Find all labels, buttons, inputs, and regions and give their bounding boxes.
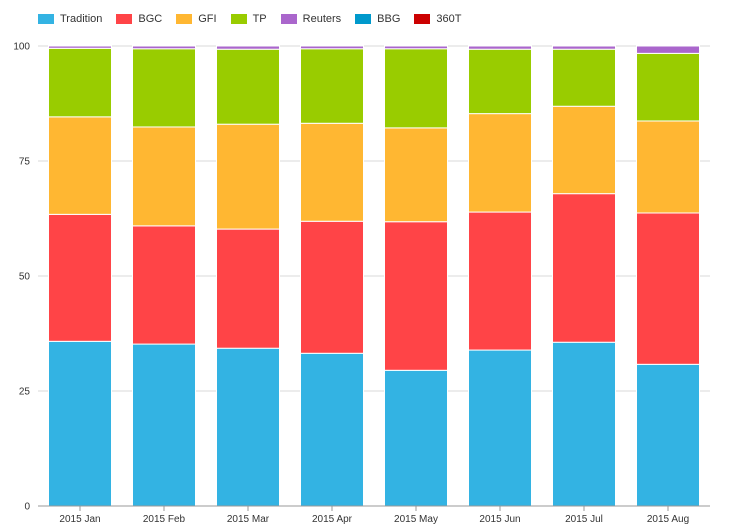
bar-gfi-2015-jun[interactable]	[468, 113, 532, 213]
bar-bgc-2015-jan[interactable]	[48, 213, 112, 342]
chart-legend: Tradition BGC GFI TP Reuters BBG 360T	[38, 12, 475, 26]
y-tick-label: 0	[24, 502, 30, 513]
bar-tradition-2015-mar[interactable]	[216, 347, 280, 507]
bar-gfi-2015-jul[interactable]	[552, 105, 616, 195]
x-tick-label: 2015 Feb	[143, 514, 186, 525]
legend-swatch-360t	[414, 14, 431, 24]
bar-tradition-2015-may[interactable]	[384, 369, 448, 507]
bar-gfi-2015-jan[interactable]	[48, 116, 112, 215]
legend-item-tp[interactable]: TP	[230, 13, 267, 25]
bar-tp-2015-jul[interactable]	[552, 48, 616, 107]
x-tick-label: 2015 Jan	[59, 514, 100, 525]
bar-bgc-2015-apr[interactable]	[300, 220, 364, 354]
bar-reuters-2015-mar[interactable]	[216, 45, 280, 50]
legend-swatch-tp	[230, 14, 247, 24]
x-tick-label: 2015 Jul	[565, 514, 603, 525]
bar-reuters-2015-feb[interactable]	[132, 45, 196, 50]
bar-tp-2015-aug[interactable]	[636, 52, 700, 122]
legend-label: Tradition	[60, 13, 103, 25]
bar-tp-2015-mar[interactable]	[216, 48, 280, 125]
legend-swatch-bgc	[116, 14, 133, 24]
bar-bgc-2015-feb[interactable]	[132, 225, 196, 345]
y-tick-label: 50	[19, 272, 31, 283]
x-tick-label: 2015 Mar	[227, 514, 270, 525]
legend-item-reuters[interactable]: Reuters	[280, 13, 342, 25]
legend-label: GFI	[198, 13, 217, 25]
bar-reuters-2015-jul[interactable]	[552, 45, 616, 50]
x-tick-label: 2015 Aug	[647, 514, 689, 525]
legend-swatch-gfi	[176, 14, 193, 24]
bar-reuters-2015-may[interactable]	[384, 45, 448, 50]
bar-bgc-2015-aug[interactable]	[636, 212, 700, 365]
bar-gfi-2015-apr[interactable]	[300, 122, 364, 222]
bar-gfi-2015-feb[interactable]	[132, 126, 196, 227]
bar-reuters-2015-apr[interactable]	[300, 45, 364, 50]
bar-tp-2015-may[interactable]	[384, 48, 448, 129]
legend-item-bgc[interactable]: BGC	[116, 13, 162, 25]
legend-swatch-tradition	[38, 14, 54, 24]
bar-tradition-2015-jan[interactable]	[48, 340, 112, 507]
bar-reuters-2015-aug[interactable]	[636, 45, 700, 54]
legend-label: 360T	[436, 13, 462, 25]
bar-gfi-2015-may[interactable]	[384, 127, 448, 223]
bars	[48, 45, 700, 507]
legend-item-bbg[interactable]: BBG	[355, 13, 400, 25]
bar-bgc-2015-mar[interactable]	[216, 228, 280, 349]
y-tick-label: 75	[19, 157, 31, 168]
bar-bgc-2015-jul[interactable]	[552, 193, 616, 343]
bar-bgc-2015-jun[interactable]	[468, 211, 532, 351]
bar-reuters-2015-jun[interactable]	[468, 45, 532, 50]
x-tick-label: 2015 Jun	[479, 514, 520, 525]
bar-tp-2015-jun[interactable]	[468, 48, 532, 115]
legend-item-360t[interactable]: 360T	[414, 13, 461, 25]
legend-swatch-bbg	[355, 14, 372, 24]
bar-tp-2015-apr[interactable]	[300, 48, 364, 124]
bar-tradition-2015-feb[interactable]	[132, 343, 196, 507]
x-tick-label: 2015 May	[394, 514, 438, 525]
legend-label: TP	[252, 13, 267, 25]
bar-bgc-2015-may[interactable]	[384, 221, 448, 371]
bar-tradition-2015-jun[interactable]	[468, 349, 532, 507]
bar-tradition-2015-jul[interactable]	[552, 341, 616, 507]
bar-gfi-2015-mar[interactable]	[216, 123, 280, 230]
bar-tp-2015-jan[interactable]	[48, 47, 112, 118]
bar-tradition-2015-apr[interactable]	[300, 352, 364, 507]
legend-item-gfi[interactable]: GFI	[176, 13, 217, 25]
bar-gfi-2015-aug[interactable]	[636, 120, 700, 214]
bar-reuters-2015-jan[interactable]	[48, 45, 112, 49]
bar-tradition-2015-aug[interactable]	[636, 363, 700, 507]
x-tick-label: 2015 Apr	[312, 514, 353, 525]
axes: 0 25 50 75 100 2015 Jan 2015 Feb 2015 Mar 2015 A…	[13, 42, 710, 525]
legend-label: BBG	[377, 13, 401, 25]
legend-swatch-reuters	[280, 14, 297, 24]
y-tick-label: 25	[19, 387, 31, 398]
y-tick-label: 100	[13, 42, 30, 53]
legend-label: BGC	[138, 13, 163, 25]
legend-label: Reuters	[302, 13, 342, 25]
legend-item-tradition[interactable]: Tradition	[38, 13, 102, 25]
bar-tp-2015-feb[interactable]	[132, 48, 196, 128]
